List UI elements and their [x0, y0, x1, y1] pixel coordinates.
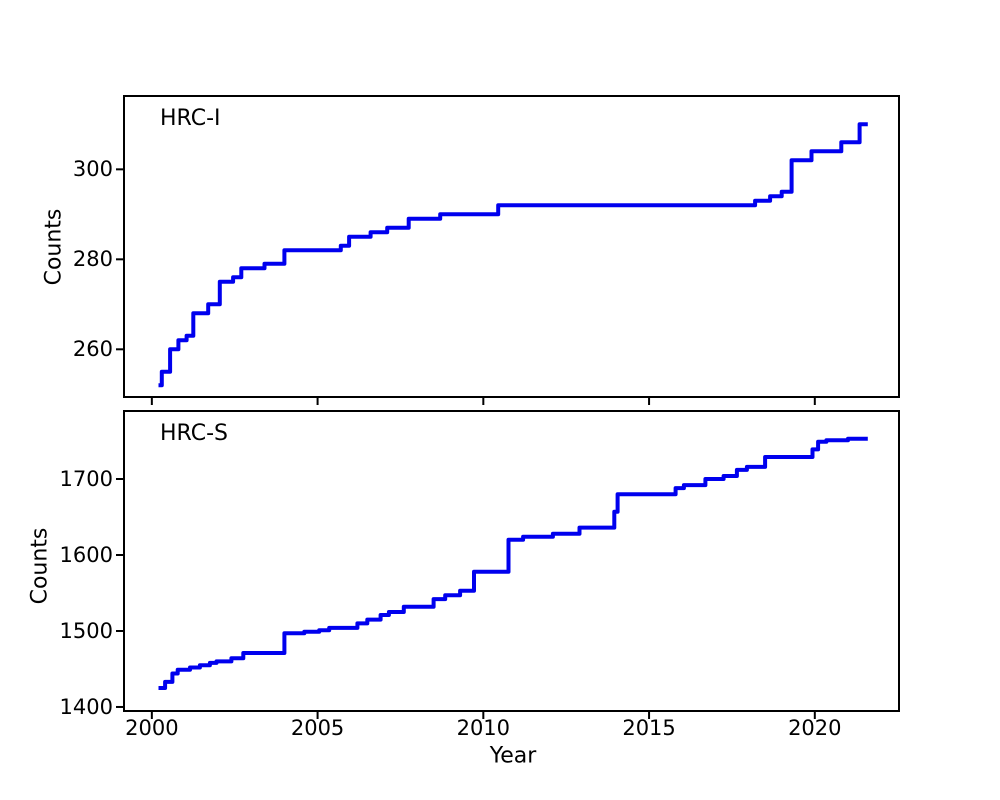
- annotation-hrc-i: HRC-I: [160, 106, 221, 131]
- x-tick-label: 2020: [788, 716, 842, 740]
- x-axis-label: Year: [489, 743, 537, 769]
- axes-frame: [123, 95, 900, 398]
- x-tick-label: 2005: [290, 716, 345, 740]
- y-axis-label-top: Counts: [41, 208, 67, 286]
- y-tick-label: 1700: [59, 467, 113, 491]
- y-tick-label: 300: [72, 157, 113, 182]
- y-tick-label: 280: [72, 247, 113, 272]
- y-tick-label: 260: [72, 337, 113, 362]
- y-tick-label: 1600: [59, 542, 113, 567]
- y-axis-label-bottom: Counts: [27, 527, 53, 605]
- x-tick-label: 2000: [125, 716, 179, 740]
- x-tick-label: 2015: [622, 716, 676, 740]
- y-tick-label: 1400: [59, 694, 113, 719]
- step-line-hrc-s: [158, 436, 868, 690]
- axes-frame: [123, 410, 900, 712]
- y-tick-label: 1500: [59, 618, 113, 643]
- x-tick-label: 2010: [456, 716, 511, 740]
- step-line-hrc-i: [158, 122, 868, 388]
- annotation-hrc-s: HRC-S: [160, 421, 228, 446]
